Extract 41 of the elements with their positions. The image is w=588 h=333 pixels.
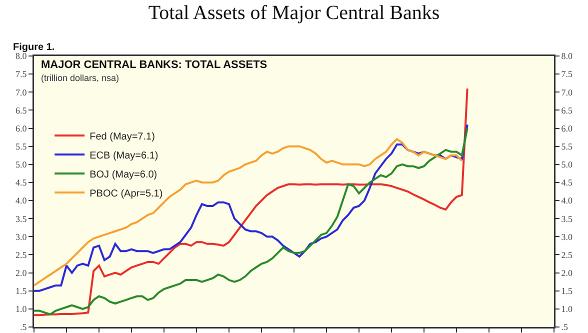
y-tick-label: 3.5 [15,214,28,224]
y2-tick-label: 5.5 [561,141,574,152]
y-tick-label: 5.0 [15,160,28,170]
y-tick-label: 7.0 [15,87,28,98]
y-tick-label: 2.0 [15,268,28,278]
y-tick-label: 1.5 [15,286,28,296]
y-tick-label: 2.5 [15,250,28,260]
y2-tick-label: 2.0 [561,268,574,278]
legend-label: ECB (May=6.1) [90,150,158,162]
legend-label: Fed (May=7.1) [90,131,155,142]
y-tick-label: 4.5 [15,178,28,188]
y2-tick-label: 5.0 [561,160,574,170]
y-tick-label: 6.5 [15,105,28,116]
y2-tick-label: 7.0 [561,87,574,98]
y-tick-label: .5 [20,322,28,332]
legend-label: BOJ (May=6.0) [90,169,158,180]
y2-tick-label: 4.5 [561,178,574,188]
y2-tick-label: 6.5 [561,105,574,116]
y2-tick-label: 1.0 [561,304,574,314]
y2-tick-label: 8.0 [561,51,574,62]
legend-label: PBOC (Apr=5.1) [90,188,163,200]
y2-tick-label: 4.0 [561,196,574,206]
y-tick-label: 5.5 [15,141,28,152]
chart-subtitle: MAJOR CENTRAL BANKS: TOTAL ASSETS [41,59,268,71]
y-tick-label: 6.0 [15,123,28,134]
y2-tick-label: 6.0 [561,123,574,134]
y-tick-label: 7.5 [15,69,28,80]
y2-tick-label: 1.5 [561,286,574,296]
y2-tick-label: 7.5 [561,69,574,80]
y-tick-label: 1.0 [15,304,28,314]
y-tick-label: 3.0 [15,232,28,242]
caption: Figure 1. [13,42,55,53]
annotation: (trillion dollars, nsa) [41,73,120,83]
chart-title: Total Assets of Major Central Banks [148,2,440,24]
y-tick-label: 4.0 [15,196,28,206]
y2-tick-label: 3.5 [561,214,574,224]
y2-tick-label: 2.5 [561,250,574,260]
y2-tick-label: 3.0 [561,232,574,242]
y-tick-label: 8.0 [15,51,28,62]
line-series [34,88,468,316]
y2-tick-label: .5 [561,322,569,332]
